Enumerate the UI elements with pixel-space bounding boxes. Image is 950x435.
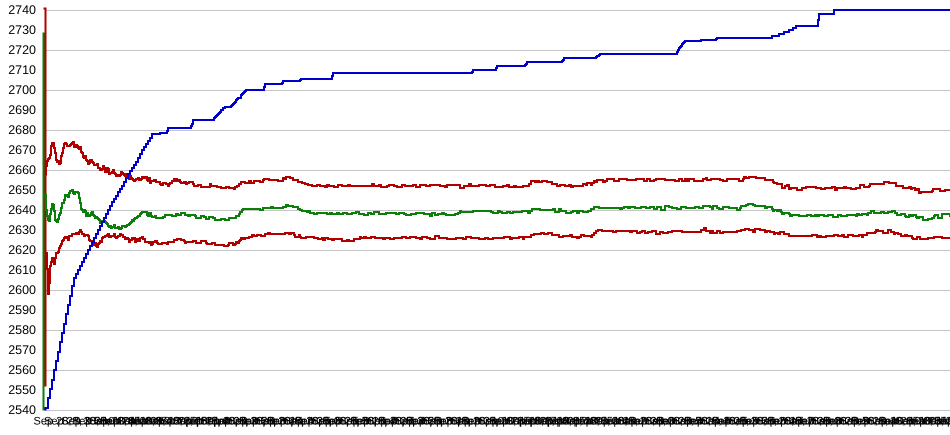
svg-text:2610: 2610 [8,263,36,277]
svg-text:Sep 28, 1:40pm: Sep 28, 1:40pm [173,416,251,428]
svg-text:Sep 28, 10:05am: Sep 28, 10:05am [850,416,934,428]
svg-text:Sep 28, 9:55am: Sep 28, 9:55am [44,416,122,428]
svg-text:Sep 28, 5:30am: Sep 28, 5:30am [701,416,779,428]
svg-text:Sep 28, 9:10pm: Sep 28, 9:10pm [423,416,501,428]
svg-text:Sep 28, 4:10pm: Sep 28, 4:10pm [256,416,334,428]
svg-text:Sep 28, 9:40am: Sep 28, 9:40am [840,416,918,428]
svg-text:Sep 28, 11:15pm: Sep 28, 11:15pm [489,416,572,428]
svg-text:Sep 28, 11:35am: Sep 28, 11:35am [100,416,183,428]
svg-text:Sep 28, 5:55am: Sep 28, 5:55am [711,416,789,428]
svg-text:Sep 28, 12:25pm: Sep 28, 12:25pm [128,416,212,428]
svg-text:Sep 28, 3:25am: Sep 28, 3:25am [628,416,706,428]
svg-text:Sep 28, 7:55pm: Sep 28, 7:55pm [378,416,456,428]
svg-text:Sep 28, 9:15am: Sep 28, 9:15am [823,416,901,428]
svg-text:Sep 28, 2:30pm: Sep 28, 2:30pm [200,416,278,428]
svg-text:2640: 2640 [8,203,36,217]
svg-text:Sep 28, 12:30am: Sep 28, 12:30am [534,416,618,428]
svg-text:2720: 2720 [8,43,36,57]
svg-text:Sep 28, 8:25am: Sep 28, 8:25am [795,416,873,428]
svg-text:2730: 2730 [8,23,36,37]
svg-text:Sep 28, 4:15am: Sep 28, 4:15am [656,416,734,428]
svg-text:Sep 28, 11:20am: Sep 28, 11:20am [895,416,950,428]
svg-text:Sep 28, 1:20am: Sep 28, 1:20am [562,416,640,428]
svg-text:2550: 2550 [8,383,36,397]
svg-text:Sep 28, 10:50pm: Sep 28, 10:50pm [478,416,562,428]
svg-text:Sep 28, 12:35pm: Sep 28, 12:35pm [934,416,950,428]
svg-text:Sep 28, 8:45pm: Sep 28, 8:45pm [406,416,484,428]
svg-text:Sep 28, 8:50am: Sep 28, 8:50am [812,416,890,428]
svg-text:Sep 28, 9:35pm: Sep 28, 9:35pm [433,416,511,428]
svg-text:Sep 28, 6:15pm: Sep 28, 6:15pm [322,416,400,428]
svg-text:Sep 28, 12:10pm: Sep 28, 12:10pm [923,416,950,428]
svg-text:Sep 28, 10:30am: Sep 28, 10:30am [868,416,950,428]
svg-text:Sep 28, 10:00pm: Sep 28, 10:00pm [451,416,535,428]
svg-text:Sep 28, 3:45pm: Sep 28, 3:45pm [239,416,317,428]
svg-text:2710: 2710 [8,63,36,77]
svg-text:2700: 2700 [8,83,36,97]
svg-text:Sep 28, 7:30pm: Sep 28, 7:30pm [367,416,445,428]
svg-text:2740: 2740 [8,3,36,17]
svg-text:Sep 28, 12:05am: Sep 28, 12:05am [517,416,601,428]
svg-text:Sep 28, 3:50am: Sep 28, 3:50am [645,416,723,428]
svg-text:Sep 28, 2:35am: Sep 28, 2:35am [600,416,678,428]
svg-text:Sep 28, 1:15pm: Sep 28, 1:15pm [155,416,233,428]
svg-text:Sep 28, 5:05am: Sep 28, 5:05am [684,416,762,428]
svg-text:Sep 28, 10:55am: Sep 28, 10:55am [878,416,950,428]
svg-text:2670: 2670 [8,143,36,157]
svg-text:2590: 2590 [8,303,36,317]
svg-text:Sep 28, 8:00am: Sep 28, 8:00am [784,416,862,428]
svg-text:2580: 2580 [8,323,36,337]
svg-text:Sep 28, 4:35pm: Sep 28, 4:35pm [267,416,345,428]
svg-text:Sep 28, 5:00pm: Sep 28, 5:00pm [284,416,362,428]
svg-text:2630: 2630 [8,223,36,237]
svg-text:Sep 28, 6:40pm: Sep 28, 6:40pm [339,416,417,428]
svg-text:Sep 28, 11:10am: Sep 28, 11:10am [89,416,172,428]
svg-text:Sep 28, 7:10am: Sep 28, 7:10am [756,416,834,428]
svg-text:Sep 28, 3:20pm: Sep 28, 3:20pm [228,416,306,428]
svg-text:2540: 2540 [8,403,36,417]
svg-text:Sep 28, 10:20am: Sep 28, 10:20am [61,416,145,428]
svg-text:Sep 28, 2:10am: Sep 28, 2:10am [590,416,668,428]
svg-text:Sep 28, 8:20pm: Sep 28, 8:20pm [395,416,473,428]
svg-text:Sep 28, 12:55am: Sep 28, 12:55am [545,416,629,428]
svg-text:Sep 28, 2:05pm: Sep 28, 2:05pm [183,416,261,428]
svg-text:Sep 28, 6:45am: Sep 28, 6:45am [739,416,817,428]
svg-text:Sep 28, 3:00am: Sep 28, 3:00am [617,416,695,428]
svg-text:2680: 2680 [8,123,36,137]
svg-text:Sep 28, 7:35am: Sep 28, 7:35am [767,416,845,428]
svg-text:2570: 2570 [8,343,36,357]
svg-text:2600: 2600 [8,283,36,297]
svg-text:Sep 28, 12:00pm: Sep 28, 12:00pm [117,416,201,428]
svg-text:Sep 28, 2:55pm: Sep 28, 2:55pm [211,416,289,428]
svg-text:Sep 28, 5:25pm: Sep 28, 5:25pm [294,416,372,428]
svg-text:Sep 28, 10:45am: Sep 28, 10:45am [72,416,156,428]
svg-text:Sep 28, 11:40pm: Sep 28, 11:40pm [506,416,589,428]
svg-text:Sep 28, 7:05pm: Sep 28, 7:05pm [350,416,428,428]
svg-text:2560: 2560 [8,363,36,377]
svg-text:Sep 28, 4:40am: Sep 28, 4:40am [673,416,751,428]
svg-text:2660: 2660 [8,163,36,177]
svg-text:Sep 28, 12:50pm: Sep 28, 12:50pm [145,416,229,428]
svg-text:2620: 2620 [8,243,36,257]
svg-text:Sep 28, 10:25pm: Sep 28, 10:25pm [461,416,545,428]
svg-text:Sep 28, 11:45am: Sep 28, 11:45am [906,416,950,428]
svg-text:Sep 28, 1:45am: Sep 28, 1:45am [572,416,650,428]
svg-text:Sep 28, 6:20am: Sep 28, 6:20am [729,416,807,428]
svg-text:Sep 28, 5:50pm: Sep 28, 5:50pm [312,416,390,428]
svg-text:2690: 2690 [8,103,36,117]
svg-text:Sep 28, 9:30am: Sep 28, 9:30am [34,416,112,428]
svg-text:2650: 2650 [8,183,36,197]
